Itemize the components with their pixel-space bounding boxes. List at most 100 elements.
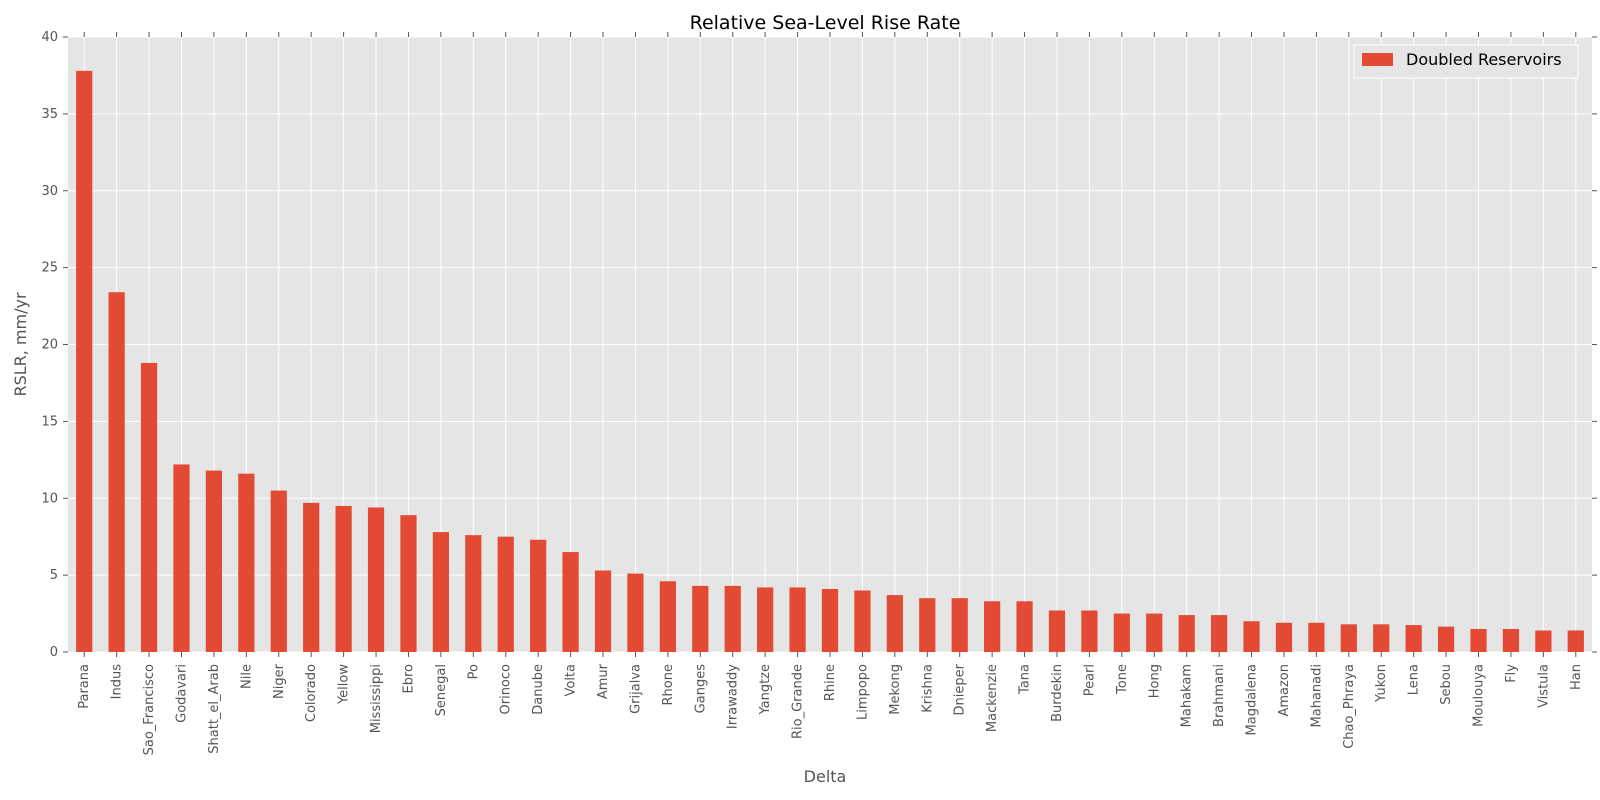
x-tick-label: Rhone bbox=[661, 664, 676, 705]
x-tick-label: Moulouya bbox=[1472, 664, 1487, 727]
bar-limpopo bbox=[854, 590, 871, 652]
bar-magdalena bbox=[1243, 621, 1260, 652]
x-tick-label: Danube bbox=[531, 664, 546, 715]
bar-sebou bbox=[1437, 626, 1455, 652]
bar-amazon bbox=[1275, 622, 1293, 652]
bar-lena bbox=[1405, 625, 1422, 652]
x-tick-label: Godavari bbox=[174, 664, 189, 723]
x-tick-label: Tone bbox=[1115, 664, 1130, 695]
bar-mackenzie bbox=[984, 601, 1001, 652]
x-tick-label: Nile bbox=[239, 664, 254, 689]
bar-hong bbox=[1146, 613, 1163, 652]
x-tick-label: Tana bbox=[1018, 664, 1033, 695]
x-axis-title: Delta bbox=[804, 767, 847, 786]
bar-ebro bbox=[400, 515, 417, 652]
x-tick-label: Irrawaddy bbox=[726, 664, 741, 729]
x-tick-label: Rio_Grande bbox=[791, 664, 806, 739]
y-tick-label: 15 bbox=[41, 414, 58, 429]
y-tick-label: 10 bbox=[41, 491, 58, 506]
x-tick-label: Yangtze bbox=[758, 664, 773, 716]
x-tick-label: Yukon bbox=[1374, 664, 1389, 703]
bar-irrawaddy bbox=[724, 585, 741, 652]
bar-senegal bbox=[432, 532, 449, 652]
bar-indus bbox=[108, 292, 125, 652]
y-tick-label: 30 bbox=[41, 184, 58, 199]
legend: Doubled Reservoirs bbox=[1353, 44, 1579, 79]
tick-marks bbox=[63, 32, 1597, 657]
x-tick-label: Ebro bbox=[401, 664, 416, 694]
bar-godavari bbox=[173, 464, 190, 652]
x-tick-label: Burdekin bbox=[1050, 664, 1065, 722]
x-tick-label: Parana bbox=[77, 664, 92, 709]
bar-han bbox=[1567, 630, 1584, 652]
bar-mekong bbox=[886, 595, 903, 652]
bar-nile bbox=[238, 473, 255, 652]
x-tick-label: Amazon bbox=[1277, 664, 1292, 717]
x-tick-label: Lena bbox=[1407, 664, 1422, 695]
bar-fly bbox=[1502, 628, 1520, 652]
x-tick-label: Fly bbox=[1504, 664, 1519, 683]
bar-dnieper bbox=[951, 598, 968, 652]
x-tick-label: Magdalena bbox=[1245, 664, 1260, 735]
y-tick-label: 25 bbox=[41, 261, 58, 276]
x-tick-label: Amur bbox=[596, 663, 611, 699]
bar-shatt-el-arab bbox=[205, 470, 223, 652]
x-tick-label: Sao_Francisco bbox=[142, 664, 157, 755]
bars bbox=[76, 70, 1584, 652]
x-tick-label: Mahanadi bbox=[1309, 664, 1324, 727]
bar-pearl bbox=[1081, 610, 1098, 652]
y-tick-label: 40 bbox=[41, 30, 58, 45]
bar-mahakam bbox=[1178, 615, 1195, 652]
bar-sao-francisco bbox=[140, 362, 158, 652]
y-tick-label: 35 bbox=[41, 107, 58, 122]
x-tick-label: Colorado bbox=[304, 664, 319, 722]
x-tick-label: Krishna bbox=[920, 664, 935, 713]
x-tick-label: Niger bbox=[272, 663, 287, 699]
bar-mahanadi bbox=[1308, 622, 1325, 652]
bar-brahmani bbox=[1211, 615, 1228, 652]
bar-rio-grande bbox=[789, 587, 806, 652]
x-tick-label: Shatt_el_Arab bbox=[207, 664, 222, 754]
bar-tana bbox=[1016, 601, 1033, 652]
x-tick-label: Rhine bbox=[823, 664, 838, 701]
bar-grijalva bbox=[627, 573, 644, 652]
x-tick-label: Grijalva bbox=[628, 664, 643, 714]
y-tick-label: 0 bbox=[50, 645, 58, 660]
bar-rhine bbox=[821, 588, 839, 652]
x-tick-label: Mississippi bbox=[369, 664, 384, 733]
bar-burdekin bbox=[1048, 610, 1066, 652]
bar-yellow bbox=[335, 505, 352, 652]
bar-parana bbox=[76, 70, 93, 652]
legend-label: Doubled Reservoirs bbox=[1406, 50, 1562, 69]
y-tick-label: 5 bbox=[50, 568, 58, 583]
x-tick-label: Ganges bbox=[693, 664, 708, 714]
chart-title: Relative Sea-Level Rise Rate bbox=[690, 12, 961, 34]
bar-colorado bbox=[303, 502, 320, 652]
x-tick-label: Yellow bbox=[337, 664, 352, 705]
y-axis-title: RSLR, mm/yr bbox=[11, 292, 30, 397]
bar-chao-phraya bbox=[1340, 624, 1357, 652]
bar-amur bbox=[594, 570, 612, 652]
y-tick-labels: 0 5 10 15 20 25 30 35 40 bbox=[41, 30, 58, 660]
bar-ganges bbox=[692, 585, 709, 652]
x-tick-label: Indus bbox=[110, 664, 125, 700]
x-tick-label: Mekong bbox=[888, 664, 903, 715]
x-tick-label: Pearl bbox=[1082, 664, 1097, 696]
x-tick-label: Chao_Phraya bbox=[1342, 664, 1357, 749]
bar-tone bbox=[1113, 613, 1130, 652]
bar-orinoco bbox=[497, 536, 514, 652]
bar-volta bbox=[562, 552, 579, 652]
x-tick-label: Mahakam bbox=[1180, 664, 1195, 727]
x-tick-label: Sebou bbox=[1439, 664, 1454, 705]
y-tick-label: 20 bbox=[41, 338, 58, 353]
bar-moulouya bbox=[1470, 628, 1487, 652]
x-tick-labels: Parana Indus Sao_Francisco Godavari Shatt_el… bbox=[77, 663, 1584, 755]
bar-krishna bbox=[919, 598, 936, 652]
x-tick-label: Brahmani bbox=[1212, 664, 1227, 727]
bar-yukon bbox=[1373, 624, 1390, 652]
bar-vistula bbox=[1535, 630, 1552, 652]
x-tick-label: Hong bbox=[1147, 664, 1162, 698]
bar-yangtze bbox=[757, 587, 774, 652]
x-tick-label: Volta bbox=[564, 664, 579, 697]
